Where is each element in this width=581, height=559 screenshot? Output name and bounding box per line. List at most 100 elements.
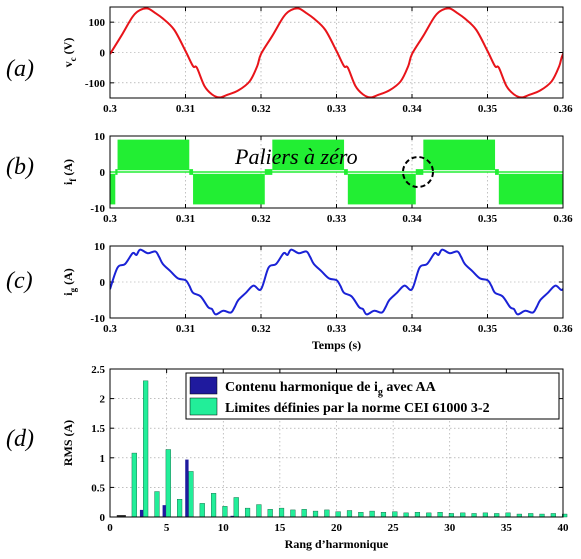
ig-harmonic-bar [230, 515, 234, 517]
limit-bar [267, 509, 273, 518]
limit-bar [131, 452, 137, 518]
y-axis-label: if (A) [61, 159, 78, 185]
legend-swatch-limit [189, 397, 218, 416]
x-tick-label: 0.34 [402, 323, 422, 335]
x-tick-label: 0.33 [327, 323, 347, 335]
limit-bar [290, 509, 296, 518]
y-tick-label: 0 [100, 167, 106, 179]
y-tick-label: 1 [100, 453, 106, 465]
panel-label: (c) [6, 268, 33, 294]
x-tick-label: 0.36 [553, 103, 573, 115]
panel-label: (b) [6, 154, 34, 180]
x-tick-label: 0.32 [251, 323, 271, 335]
plot-frame [109, 135, 564, 209]
limit-bar [312, 510, 319, 518]
limit-bar [199, 503, 205, 518]
limit-bar [369, 510, 375, 518]
x-tick-label: 0 [107, 522, 113, 534]
limit-bar [380, 512, 387, 518]
x-tick-label: 0.36 [553, 323, 573, 335]
x-tick-label: 0.3 [103, 213, 117, 225]
legend-label-limit: Limites définies par la norme CEI 61000 … [225, 401, 490, 416]
ig-harmonic-bar [139, 509, 144, 517]
limit-bar [437, 512, 443, 518]
limit-bar [460, 512, 466, 518]
ig-series-line [110, 248, 563, 316]
limit-bar [143, 380, 149, 518]
legend-text-part: Contenu harmonique de i [225, 380, 378, 395]
limit-bar [448, 513, 454, 518]
y-tick-label: 2 [100, 394, 106, 406]
legend: Contenu harmonique de ig avec AA Limites … [185, 372, 560, 420]
panel-c: 0.3 0.31 0.32 0.33 0.34 0.35 0.36 -10 0 10 ig (A) T… [6, 241, 573, 352]
panel-label: (d) [6, 426, 34, 452]
x-tick-label: 0.33 [327, 103, 347, 115]
y-tick-label: -10 [90, 313, 105, 325]
limit-bar [482, 512, 488, 518]
limit-bar [278, 507, 285, 518]
vc-series-line [110, 7, 563, 98]
y-tick-label: 0.5 [91, 482, 105, 494]
limit-bar [211, 493, 217, 518]
y-axis-label: ig (A) [61, 268, 78, 296]
limit-bar [256, 504, 262, 518]
limit-bar [324, 509, 330, 518]
legend-swatch-ig [189, 376, 218, 395]
y-label-unit: (V) [61, 38, 75, 58]
limit-bar [562, 513, 568, 518]
x-tick-label: 10 [218, 522, 230, 534]
x-tick-label: 0.36 [553, 213, 573, 225]
limit-bar [165, 449, 171, 518]
x-tick-label: 0.35 [478, 323, 498, 335]
limit-bar [244, 507, 251, 518]
limit-bar [222, 506, 228, 518]
if-switching-band [110, 173, 116, 205]
y-label-main: i [61, 292, 75, 296]
x-tick-label: 0.32 [251, 103, 271, 115]
limit-bar [335, 511, 341, 518]
x-tick-label: 0.34 [402, 213, 422, 225]
y-label-sub: c [68, 57, 78, 61]
limit-bar [414, 512, 421, 518]
annotation-zero-steps: Paliers à zéro [234, 144, 358, 169]
x-tick-label: 0.31 [176, 103, 195, 115]
x-tick-label: 0.32 [251, 213, 271, 225]
panel-label: (a) [6, 56, 34, 82]
if-switching-band [347, 173, 416, 205]
x-tick-label: 40 [558, 522, 570, 534]
x-tick-label: 0.34 [402, 103, 422, 115]
limit-bar [403, 512, 409, 518]
limit-bar [550, 513, 556, 518]
x-tick-label: 35 [501, 522, 513, 534]
x-tick-label: 5 [164, 522, 170, 534]
limit-bar [154, 491, 160, 518]
y-label-sub: f [68, 178, 78, 182]
legend-text-part: avec AA [383, 380, 437, 395]
limit-bar [494, 513, 500, 518]
x-tick-label: 0.35 [478, 213, 498, 225]
zero-step-highlight-circle [402, 156, 434, 188]
legend-label-ig: Contenu harmonique de ig avec AA [225, 380, 437, 398]
limit-bar [233, 497, 239, 518]
x-tick-label: 0.31 [176, 213, 195, 225]
if-switching-band [423, 139, 496, 171]
limit-bar [392, 511, 398, 518]
y-tick-label: 10 [94, 241, 106, 253]
x-tick-label: 20 [331, 522, 343, 534]
if-switching-band [272, 139, 345, 171]
plot-frame [109, 6, 564, 99]
plot-frame [109, 245, 564, 319]
x-tick-label: 25 [388, 522, 400, 534]
x-axis-label: Rang d’harmonique [285, 537, 389, 551]
y-label-unit: (A) [61, 159, 75, 179]
y-label-unit: (A) [61, 268, 75, 288]
if-switching-band [193, 173, 265, 205]
if-switching-band [117, 139, 190, 171]
y-tick-label: -100 [85, 78, 106, 90]
panel-a: 0.3 0.31 0.32 0.33 0.34 0.35 0.36 -100 0 100 vc (V… [6, 6, 573, 115]
y-tick-label: -10 [90, 203, 105, 215]
y-label-sub: g [68, 287, 78, 292]
limit-bar [358, 512, 364, 518]
y-tick-label: 100 [89, 17, 106, 29]
